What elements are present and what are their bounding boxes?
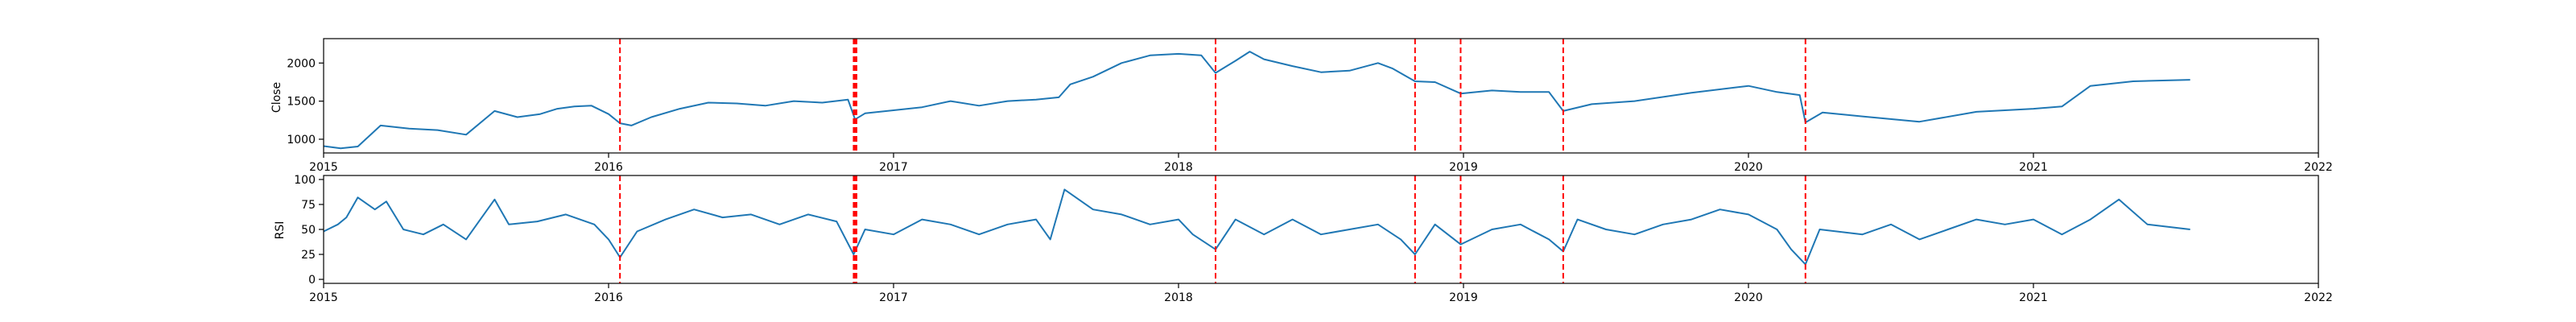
x-tick-label-6: 2021 [2019,161,2048,174]
x-tick-label-4: 2019 [1449,161,1478,174]
y-tick-label-0: 0 [308,274,316,287]
close-price-panel: Close 2015 2016 2017 2018 2019 2020 2021 2022 10… [270,38,2333,174]
x-tick-label-3: 2018 [1164,161,1193,174]
x-tick-label-5: 2020 [1734,291,1763,304]
x-tick-label-2: 2017 [879,291,908,304]
y-tick-label-0: 1000 [287,134,316,147]
x-tick-label-4: 2019 [1449,291,1478,304]
x-tick-label-3: 2018 [1164,291,1193,304]
y-tick-label-1: 1500 [287,96,316,109]
rsi-panel: RSI 2015 2016 2017 2018 2019 2020 2021 2022 0 25 5… [274,174,2333,304]
x-tick-label-2: 2017 [879,161,908,174]
x-tick-label-6: 2021 [2019,291,2048,304]
y-tick-label-2: 2000 [287,57,316,70]
x-tick-label-1: 2016 [594,291,623,304]
x-tick-label-0: 2015 [309,161,338,174]
series-line-0 [323,51,2190,150]
y-tick-label-3: 75 [301,199,316,212]
y-tick-label-1: 25 [301,249,316,262]
rsi-axis-label: RSI [274,221,287,240]
x-tick-label-0: 2015 [309,291,338,304]
axes-frame [323,38,2319,154]
close-axis-label: Close [270,82,283,113]
x-tick-label-7: 2022 [2304,161,2333,174]
x-tick-label-1: 2016 [594,161,623,174]
y-tick-label-4: 100 [294,174,316,187]
x-tick-label-7: 2022 [2304,291,2333,304]
y-tick-label-2: 50 [301,224,316,237]
x-tick-label-5: 2020 [1734,161,1763,174]
